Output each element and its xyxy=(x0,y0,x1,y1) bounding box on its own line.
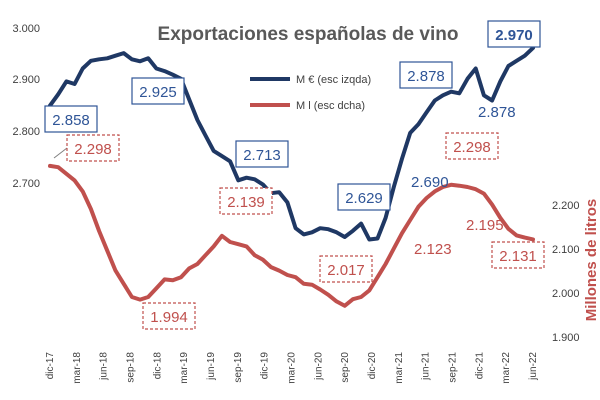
annotation-box xyxy=(491,241,545,269)
annotation-connector xyxy=(53,147,68,159)
annotation-eur: 2.858 xyxy=(52,112,90,129)
annotation-box xyxy=(337,183,391,211)
annotation-litres: 2.123 xyxy=(414,241,452,258)
annotation-litres: 1.994 xyxy=(150,309,188,326)
annotation-litres: 2.139 xyxy=(227,194,265,211)
x-tick-label: jun-19 xyxy=(206,352,217,381)
annotation-litres: 2.298 xyxy=(74,141,112,158)
x-tick-label: mar-20 xyxy=(287,352,298,384)
x-tick-label: sep-19 xyxy=(233,352,244,383)
annotation-box xyxy=(44,105,98,133)
x-tick-label: dic-21 xyxy=(474,352,485,380)
x-tick-label: sep-18 xyxy=(126,352,137,383)
annotation-box xyxy=(131,77,185,105)
annotation-box xyxy=(235,140,289,168)
y-left-axis: 3.000 2.900 2.800 2.700 xyxy=(12,23,40,190)
annotation-eur-last: 2.970 xyxy=(495,27,533,44)
annotations-litres: 2.298 1.994 2.139 2.017 2.123 2.298 2.19… xyxy=(66,132,545,330)
x-tick-label: jun-20 xyxy=(313,352,324,381)
x-tick-label: dic-17 xyxy=(45,352,56,380)
x-tick-label: jun-22 xyxy=(528,352,539,381)
legend-label-litres: M l (esc dcha) xyxy=(296,100,365,112)
legend-label-eur: M € (esc izqda) xyxy=(296,74,371,86)
annotation-litres: 2.298 xyxy=(453,139,491,156)
x-tick-label: jun-21 xyxy=(421,352,432,381)
x-tick-label: mar-22 xyxy=(501,352,512,384)
y-left-tick: 2.700 xyxy=(12,178,40,190)
y-right-tick: 2.000 xyxy=(552,288,580,300)
annotation-litres: 2.195 xyxy=(466,217,504,234)
x-tick-label: mar-19 xyxy=(179,352,190,384)
y-left-tick: 2.900 xyxy=(12,74,40,86)
annotation-box xyxy=(445,132,499,160)
y-left-tick: 2.800 xyxy=(12,126,40,138)
annotation-eur: 2.878 xyxy=(407,68,445,85)
series-line-eur xyxy=(48,45,535,242)
x-tick-label: dic-19 xyxy=(260,352,271,380)
x-tick-label: sep-20 xyxy=(340,352,351,383)
y-right-axis-label: Millones de litros xyxy=(583,199,600,322)
x-tick-label: mar-21 xyxy=(394,352,405,384)
legend: M € (esc izqda) M l (esc dcha) xyxy=(250,74,371,112)
annotation-box xyxy=(399,61,453,89)
y-left-tick: 3.000 xyxy=(12,23,40,35)
x-tick-label: jun-18 xyxy=(99,352,110,381)
annotation-litres: 2.131 xyxy=(499,248,537,265)
x-tick-label: dic-20 xyxy=(367,352,378,380)
plot-area xyxy=(48,45,535,308)
annotation-box xyxy=(319,255,373,283)
chart-title: Exportaciones españolas de vino xyxy=(158,24,459,45)
annotation-eur: 2.629 xyxy=(345,190,383,207)
annotations-eur: 2.858 2.925 2.713 2.629 2.690 2.878 2.87… xyxy=(44,20,541,211)
series-line-litres xyxy=(48,163,535,308)
y-right-tick: 2.100 xyxy=(552,244,580,256)
annotation-box xyxy=(66,134,120,162)
y-right-tick: 2.200 xyxy=(552,200,580,212)
annotation-eur: 2.925 xyxy=(139,84,177,101)
annotation-box xyxy=(219,187,273,215)
x-tick-label: dic-18 xyxy=(152,352,163,380)
x-tick-label: mar-18 xyxy=(72,352,83,384)
y-right-tick: 1.900 xyxy=(552,332,580,344)
annotation-eur: 2.690 xyxy=(411,174,449,191)
x-tick-label: sep-21 xyxy=(448,352,459,383)
y-right-axis: 2.200 2.100 2.000 1.900 Millones de litr… xyxy=(552,199,600,344)
annotation-eur: 2.713 xyxy=(243,147,281,164)
annotation-box xyxy=(487,20,541,48)
annotation-box xyxy=(142,302,196,330)
x-axis: dic-17 mar-18 jun-18 sep-18 dic-18 mar-19 jun-… xyxy=(45,352,539,384)
annotation-litres: 2.017 xyxy=(327,262,365,279)
annotation-eur: 2.878 xyxy=(478,104,516,121)
